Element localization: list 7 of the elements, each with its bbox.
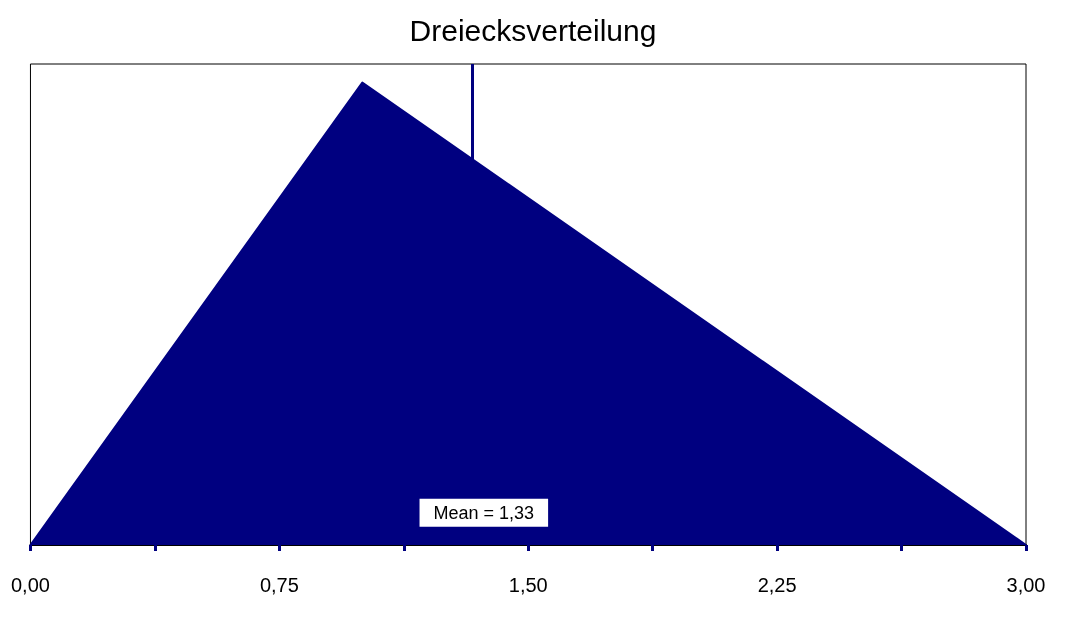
ref-line-label: Mean = 1,33	[433, 502, 535, 523]
chart-title: Dreiecksverteilung	[409, 13, 657, 47]
x-tick-label: 2,25	[757, 574, 797, 596]
x-tick-label: 1,50	[508, 574, 548, 596]
x-tick-label: 3,00	[1006, 574, 1046, 596]
x-tick-label: 0,75	[259, 574, 299, 596]
x-tick-label: 0,00	[10, 574, 50, 596]
